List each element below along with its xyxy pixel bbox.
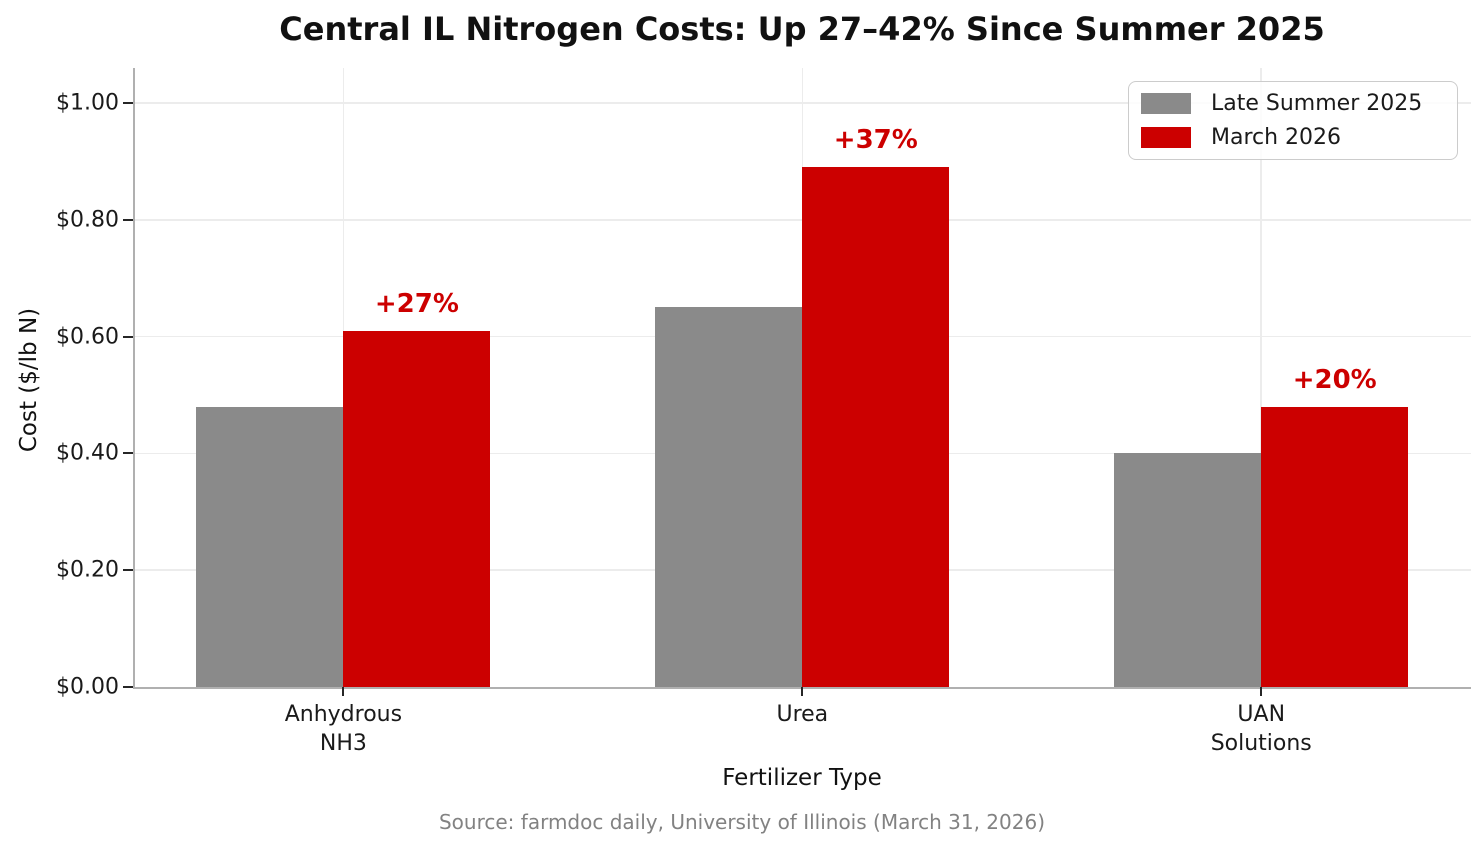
legend-swatch-march-2026 <box>1141 127 1191 148</box>
bar-late-summer-2025-urea <box>655 307 803 687</box>
legend: Late Summer 2025 March 2026 <box>1128 81 1458 160</box>
x-tick-label-uan-solutions: UAN Solutions <box>1210 702 1312 756</box>
annotation-uan-solutions: +20% <box>1292 364 1377 395</box>
y-tick-$0.00 <box>123 686 133 688</box>
x-tick-label-anhydrous-nh3: Anhydrous NH3 <box>284 702 403 756</box>
x-tick-anhydrous-nh3 <box>342 687 345 696</box>
legend-item-late-summer-2025: Late Summer 2025 <box>1141 91 1445 116</box>
legend-swatch-late-summer-2025 <box>1141 93 1191 114</box>
y-tick-label-$0.20: $0.20 <box>56 557 119 583</box>
bar-late-summer-2025-uan-solutions <box>1114 453 1262 687</box>
y-tick-label-$0.80: $0.80 <box>56 207 119 233</box>
bar-late-summer-2025-anhydrous-nh3 <box>196 406 344 687</box>
gridline-horizontal-$1.00 <box>135 102 1471 104</box>
legend-label-march-2026: March 2026 <box>1211 125 1342 150</box>
y-axis-label: Cost ($/lb N) <box>16 307 42 453</box>
y-tick-$0.80 <box>123 218 133 221</box>
y-tick-$0.20 <box>123 569 133 572</box>
chart-title: Central IL Nitrogen Costs: Up 27–42% Sin… <box>279 10 1325 48</box>
x-tick-label-urea: Urea <box>776 702 829 727</box>
x-tick-urea <box>801 687 804 696</box>
y-tick-$1.00 <box>123 102 133 105</box>
bar-march-2026-anhydrous-nh3 <box>343 330 491 687</box>
x-axis-label: Fertilizer Type <box>722 765 882 791</box>
legend-item-march-2026: March 2026 <box>1141 125 1445 150</box>
y-tick-label-$0.40: $0.40 <box>56 440 119 466</box>
source-note: Source: farmdoc daily, University of Ill… <box>438 810 1046 834</box>
gridline-vertical-uan-solutions <box>1260 68 1262 687</box>
annotation-urea: +37% <box>833 125 918 156</box>
bar-march-2026-urea <box>802 167 950 687</box>
annotation-anhydrous-nh3: +27% <box>374 288 459 319</box>
plot-area: $0.00 $0.20 $0.40 $0.60 $0.80 $1.00 Anhydrous … <box>56 68 1471 756</box>
x-tick-uan-solutions <box>1260 687 1263 696</box>
y-tick-label-$0.60: $0.60 <box>56 324 119 350</box>
y-tick-$0.40 <box>123 452 133 455</box>
y-tick-$0.60 <box>123 335 133 338</box>
y-tick-label-$0.00: $0.00 <box>56 674 119 700</box>
bar-march-2026-uan-solutions <box>1261 406 1409 687</box>
y-tick-label-$1.00: $1.00 <box>56 90 119 116</box>
legend-label-late-summer-2025: Late Summer 2025 <box>1211 91 1423 116</box>
